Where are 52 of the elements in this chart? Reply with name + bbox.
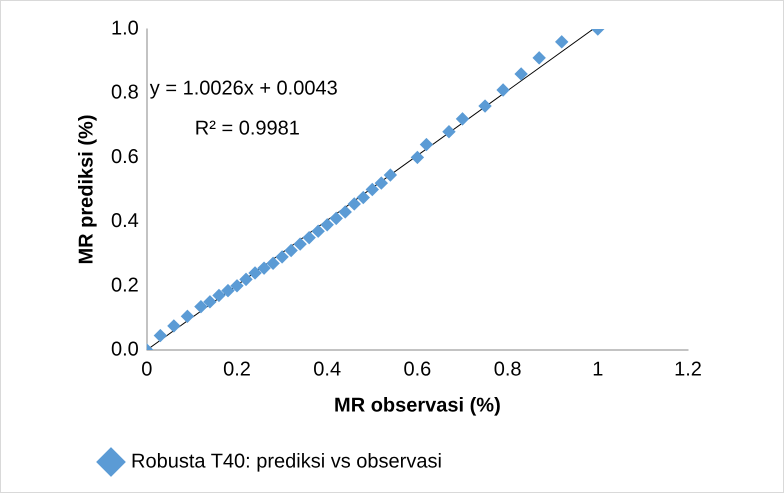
point: [420, 138, 433, 152]
x-tick-label: 0.2: [223, 358, 251, 381]
point: [194, 300, 208, 314]
point: [478, 100, 492, 113]
y-tick-label: 0.6: [110, 146, 139, 168]
point: [284, 244, 298, 257]
point: [320, 218, 334, 232]
point: [302, 231, 316, 244]
point: [294, 238, 307, 251]
point: [410, 150, 424, 164]
point: [240, 272, 253, 286]
point: [167, 319, 180, 332]
annotation: R² = 0.9981: [194, 118, 300, 140]
point: [154, 329, 167, 342]
x-tick-label: 0.8: [494, 358, 522, 381]
point: [514, 67, 528, 80]
point: [230, 279, 244, 292]
annotation: y = 1.0026x + 0.0043: [150, 78, 338, 100]
legend-label: Robusta T40: prediksi vs observasi: [131, 450, 442, 473]
y-axis-title: MR prediksi (%): [76, 114, 98, 265]
point: [330, 212, 343, 225]
point: [180, 310, 194, 323]
y-tick-label: 0.4: [110, 210, 139, 232]
y-tick-label: 0.0: [110, 338, 139, 361]
point: [203, 295, 216, 308]
point: [338, 205, 352, 218]
point: [258, 262, 271, 275]
x-tick-label: 1.2: [674, 358, 702, 381]
point: [456, 112, 469, 126]
point: [366, 183, 379, 196]
point: [555, 35, 568, 48]
point: [212, 288, 226, 302]
point: [266, 256, 280, 270]
x-tick-label: 0: [141, 358, 152, 381]
y-tick-label: 0.8: [110, 82, 139, 104]
x-tick-label: 0.6: [403, 358, 432, 381]
point: [442, 125, 456, 138]
point: [312, 224, 325, 238]
point: [384, 168, 397, 182]
y-tick-label: 1.0: [110, 18, 139, 40]
point: [221, 284, 234, 298]
x-axis-title: MR observasi (%): [334, 394, 501, 417]
point: [496, 83, 510, 96]
x-tick-label: 0.4: [313, 358, 342, 381]
point: [248, 266, 262, 280]
point: [374, 176, 388, 190]
point: [276, 250, 289, 264]
y-tick-label: 0.2: [110, 274, 139, 296]
point: [348, 197, 361, 210]
point: [356, 191, 370, 204]
point: [532, 51, 546, 64]
x-tick-label: 1: [592, 358, 604, 381]
